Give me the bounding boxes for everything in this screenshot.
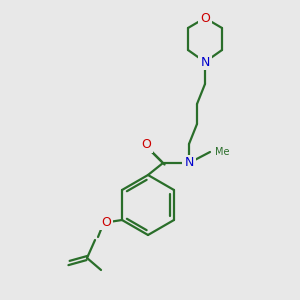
Text: O: O [101,215,111,229]
Text: O: O [141,139,151,152]
Text: N: N [184,157,194,169]
Text: O: O [200,11,210,25]
Text: N: N [200,56,210,68]
Text: Me: Me [215,147,230,157]
